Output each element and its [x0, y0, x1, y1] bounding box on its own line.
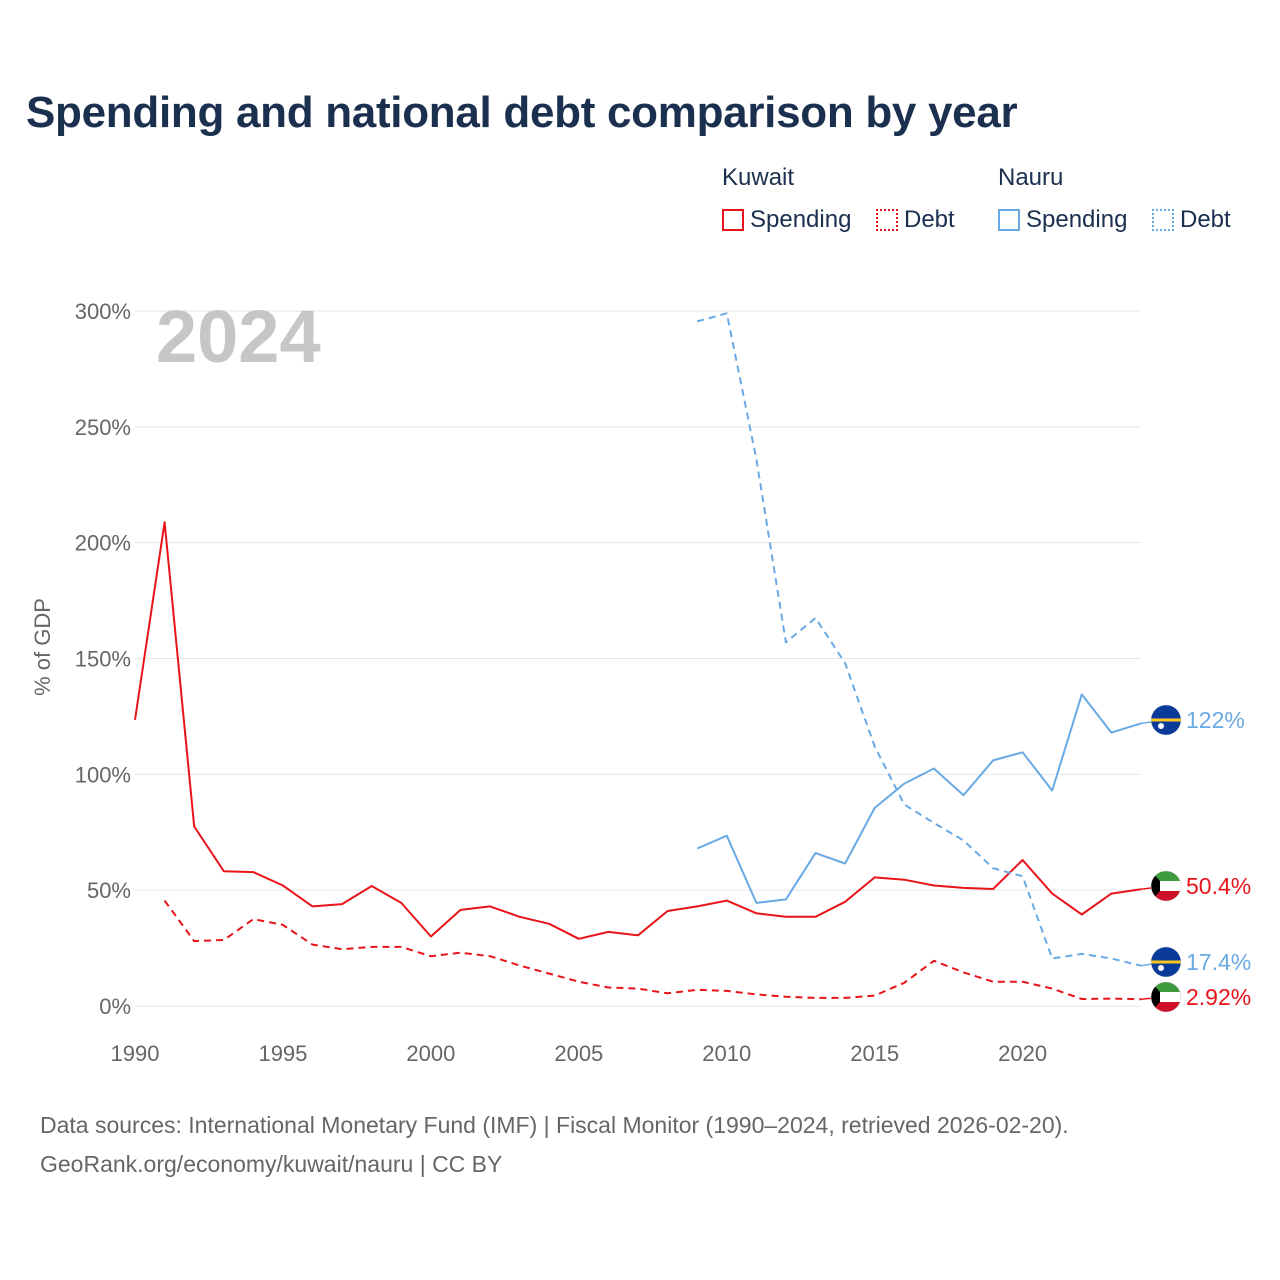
axes: 0% 50% 100% 150% 200% 250% 300% 1990 1995 2000 200… — [75, 299, 1047, 1066]
legend-item-kuwait-debt[interactable]: Debt — [876, 206, 955, 234]
nauru-flag — [1151, 705, 1181, 735]
flag-stripe-white — [1151, 881, 1181, 891]
series-line-kuwait-debt — [163, 900, 1142, 1001]
x-tick-label: 2005 — [554, 1041, 603, 1066]
legend-swatch-solid-icon — [998, 209, 1020, 231]
y-axis-title: % of GDP — [30, 598, 55, 696]
year-watermark: 2024 — [156, 295, 321, 378]
data-sources: Data sources: International Monetary Fun… — [40, 1106, 1069, 1184]
sources-line-2: GeoRank.org/economy/kuwait/nauru | CC BY — [40, 1151, 503, 1177]
flag-stripe-yellow — [1151, 718, 1181, 722]
legend-group-kuwait: Kuwait — [722, 164, 795, 191]
x-tick-label: 1990 — [111, 1041, 160, 1066]
flag-stripe-red — [1151, 1002, 1181, 1012]
flag-ring — [1150, 981, 1182, 1013]
flag-ring — [1150, 870, 1182, 902]
end-label-kuwait-spending: 50.4% — [1186, 873, 1251, 899]
legend-swatch-dotted-icon — [1152, 209, 1174, 231]
y-tick-label: 50% — [87, 878, 131, 903]
series-line-nauru-debt — [696, 312, 1142, 967]
legend-item-nauru-spending[interactable]: Spending — [998, 206, 1127, 234]
end-label-kuwait-debt: 2.92% — [1186, 984, 1251, 1010]
legend-swatch-dotted-icon — [876, 209, 898, 231]
y-tick-label: 250% — [75, 415, 131, 440]
flag-ring — [1150, 946, 1182, 978]
y-tick-label: 100% — [75, 762, 131, 787]
flag-ring — [1150, 704, 1182, 736]
legend-item-kuwait-spending[interactable]: Spending — [722, 206, 851, 234]
legend-item-nauru-debt[interactable]: Debt — [1152, 206, 1231, 234]
end-label-nauru-spending: 122% — [1186, 707, 1245, 733]
x-tick-label: 2000 — [406, 1041, 455, 1066]
flag-stripe-red — [1151, 891, 1181, 901]
flag-stripe-green — [1151, 982, 1181, 992]
kuwait-flag — [1151, 982, 1181, 1012]
flag-stripe-yellow — [1151, 960, 1181, 964]
gridlines — [135, 310, 1141, 1007]
flag-stripe-white — [1151, 992, 1181, 1002]
flag-star — [1158, 723, 1164, 729]
flag-star — [1158, 965, 1164, 971]
series-lines — [134, 312, 1142, 1001]
end-label-nauru-debt: 17.4% — [1186, 949, 1251, 975]
kuwait-flag — [1151, 871, 1181, 901]
end-labels: 50.4% 2.92% 122% 17.4% — [1140, 704, 1251, 1013]
y-tick-label: 200% — [75, 531, 131, 556]
series-line-kuwait-spending — [134, 521, 1142, 940]
nauru-flag — [1151, 947, 1181, 977]
y-tick-label: 300% — [75, 299, 131, 324]
series-line-nauru-spending — [696, 693, 1142, 904]
x-tick-label: 2015 — [850, 1041, 899, 1066]
y-tick-label: 150% — [75, 647, 131, 672]
sources-line-1: Data sources: International Monetary Fun… — [40, 1112, 1069, 1138]
legend-swatch-solid-icon — [722, 209, 744, 231]
x-tick-label: 2020 — [998, 1041, 1047, 1066]
legend-group-nauru: Nauru — [998, 164, 1064, 191]
chart-title: Spending and national debt comparison by… — [26, 88, 1018, 137]
x-tick-label: 2010 — [702, 1041, 751, 1066]
flag-stripe-green — [1151, 871, 1181, 881]
y-tick-label: 0% — [99, 994, 131, 1019]
x-tick-label: 1995 — [258, 1041, 307, 1066]
